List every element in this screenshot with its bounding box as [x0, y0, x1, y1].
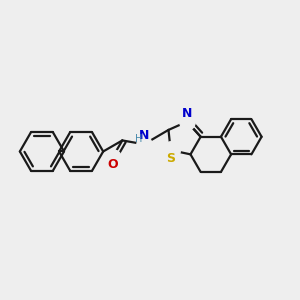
Text: O: O — [108, 158, 118, 172]
Text: H: H — [135, 134, 142, 144]
Point — [110, 154, 115, 159]
Text: N: N — [139, 129, 149, 142]
Point — [142, 142, 146, 147]
Point — [168, 148, 173, 152]
Text: N: N — [182, 107, 192, 120]
Text: S: S — [166, 152, 175, 165]
Point — [184, 119, 189, 124]
